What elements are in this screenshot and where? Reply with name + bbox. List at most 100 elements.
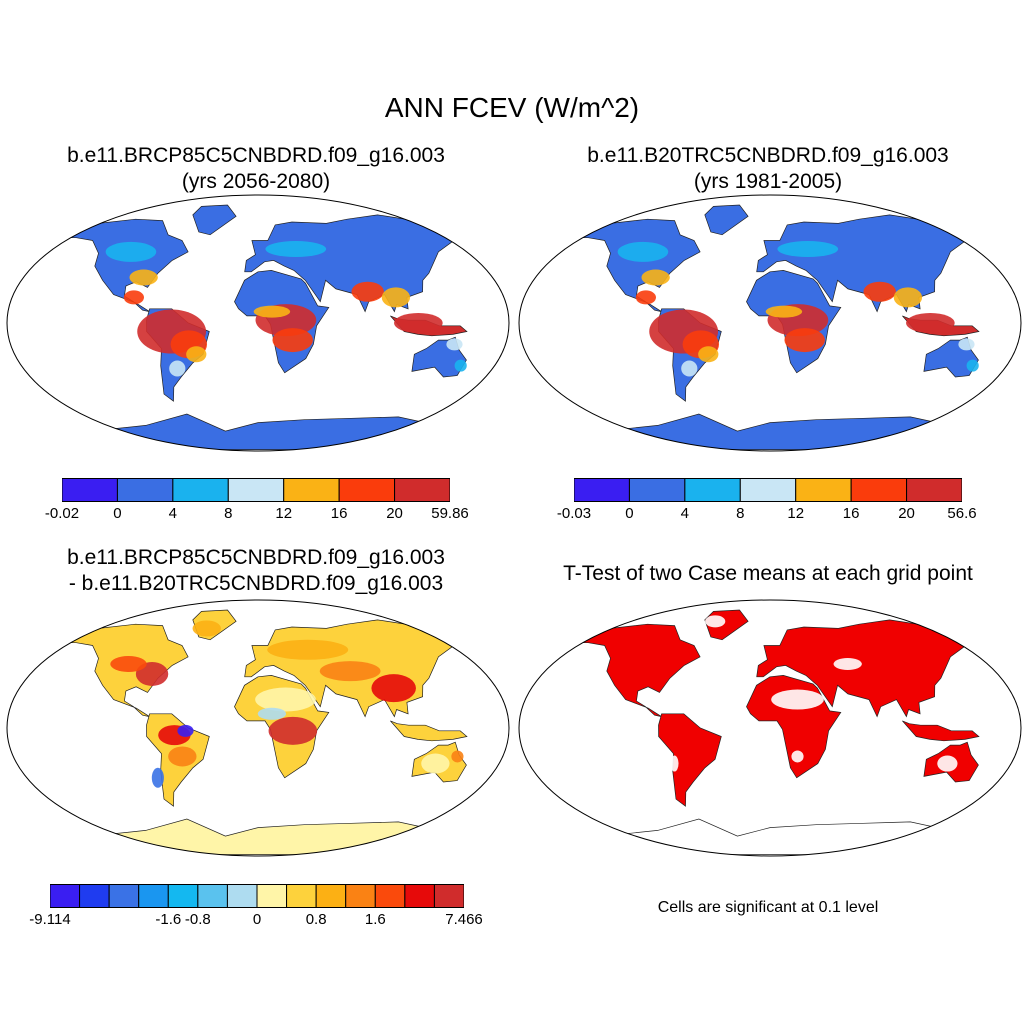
value-region bbox=[177, 724, 194, 737]
colorbar-tick-label: 0 bbox=[625, 505, 634, 522]
colorbar-tick-label: 0.8 bbox=[305, 911, 327, 928]
value-region bbox=[381, 287, 411, 308]
colorbar-swatch bbox=[315, 884, 347, 908]
colorbar-swatch bbox=[283, 478, 340, 502]
colorbar-swatch bbox=[49, 884, 81, 908]
colorbar-swatch bbox=[374, 884, 406, 908]
map-panel-historical bbox=[518, 194, 1022, 452]
map-border bbox=[6, 599, 510, 857]
value-region bbox=[784, 328, 825, 353]
value-region bbox=[454, 359, 467, 372]
colorbar-swatch bbox=[394, 478, 451, 502]
land-greenland bbox=[192, 204, 237, 236]
colorbar-tick-label: -0.8 bbox=[184, 911, 211, 928]
value-region bbox=[635, 290, 657, 305]
colorbar-tick-label: 0 bbox=[252, 911, 262, 928]
value-region bbox=[893, 287, 923, 308]
colorbar-tick-label: 12 bbox=[275, 505, 293, 522]
panel3-title-line1: b.e11.BRCP85C5CNBDRD.f09_g16.003 bbox=[67, 546, 445, 569]
colorbar-tick-label: 4 bbox=[680, 505, 690, 522]
value-region bbox=[371, 674, 416, 703]
land-north-america bbox=[569, 218, 701, 312]
map-panel-future bbox=[6, 194, 510, 452]
value-region bbox=[123, 290, 145, 305]
colorbar-3-labels: -9.114 -1.6 -0.8 0 0.8 1.6 7.466 bbox=[29, 911, 482, 931]
colorbar-swatch bbox=[850, 478, 908, 502]
colorbar-swatch bbox=[108, 884, 140, 908]
colorbar-swatch bbox=[345, 884, 376, 908]
value-region bbox=[451, 750, 464, 763]
land-eurasia bbox=[756, 214, 985, 313]
panel1-title-line1: b.e11.BRCP85C5CNBDRD.f09_g16.003 bbox=[67, 144, 445, 167]
value-region bbox=[169, 360, 186, 377]
value-region bbox=[771, 689, 824, 710]
colorbar-swatch bbox=[197, 884, 228, 908]
value-region bbox=[863, 281, 896, 302]
land-indonesia bbox=[390, 720, 468, 742]
colorbar-swatch bbox=[286, 884, 317, 908]
colorbar-swatch bbox=[226, 884, 258, 908]
panel3-title: b.e11.BRCP85C5CNBDRD.f09_g16.003 - b.e11… bbox=[0, 545, 512, 597]
value-region bbox=[394, 313, 443, 333]
map-border bbox=[518, 194, 1022, 452]
land-eurasia bbox=[756, 619, 985, 718]
colorbar-tick-label: -1.6 bbox=[155, 911, 182, 928]
map-panel-ttest bbox=[518, 599, 1022, 857]
colorbar-swatch bbox=[172, 478, 229, 502]
value-region bbox=[110, 656, 147, 672]
colorbar-tick-label: 4 bbox=[168, 505, 178, 522]
value-region bbox=[319, 661, 381, 682]
value-region bbox=[253, 305, 291, 318]
value-region bbox=[966, 359, 979, 372]
colorbar-tick-label: 20 bbox=[386, 505, 403, 522]
colorbar-1-labels: -0.02 0 4 8 12 16 20 59.86 bbox=[45, 505, 469, 525]
land-north-america bbox=[569, 623, 701, 717]
colorbar-swatch bbox=[227, 478, 285, 502]
colorbar-tick-label: 20 bbox=[898, 505, 915, 522]
colorbar-swatch bbox=[433, 884, 465, 908]
value-region bbox=[777, 241, 839, 258]
value-region bbox=[937, 755, 958, 772]
colorbar-1-swatches bbox=[61, 478, 451, 502]
land-eurasia bbox=[244, 214, 473, 313]
value-region bbox=[833, 658, 862, 670]
value-region bbox=[129, 269, 158, 286]
panel4-title: T-Test of two Case means at each grid po… bbox=[563, 562, 973, 585]
colorbar-tick-label: -0.03 bbox=[556, 505, 592, 522]
value-region bbox=[906, 313, 955, 333]
colorbar-swatch bbox=[338, 478, 396, 502]
panel1-title-line2: (yrs 2056-2080) bbox=[181, 170, 331, 193]
colorbar-tick-label: 16 bbox=[842, 505, 860, 522]
panel1-title: b.e11.BRCP85C5CNBDRD.f09_g16.003 (yrs 20… bbox=[0, 143, 512, 195]
colorbar-swatch bbox=[684, 478, 741, 502]
value-region bbox=[681, 360, 698, 377]
colorbar-swatch bbox=[795, 478, 852, 502]
colorbar-swatch bbox=[404, 884, 435, 908]
colorbar-tick-label: -0.02 bbox=[44, 505, 80, 522]
value-region bbox=[255, 687, 316, 712]
colorbar-swatch bbox=[138, 884, 169, 908]
colorbar-tick-label: 59.86 bbox=[431, 505, 469, 522]
colorbar-swatch bbox=[906, 478, 963, 502]
colorbar-tick-label: 8 bbox=[224, 505, 233, 522]
colorbar-tick-label: -9.114 bbox=[29, 911, 71, 928]
land-antarctica bbox=[54, 413, 462, 450]
map-border bbox=[518, 599, 1022, 857]
value-region bbox=[268, 716, 318, 745]
colorbar-3-swatches bbox=[49, 884, 465, 908]
value-region bbox=[421, 753, 450, 774]
colorbar-tick-label: 16 bbox=[330, 505, 348, 522]
value-region bbox=[272, 328, 313, 353]
value-region bbox=[446, 338, 463, 351]
colorbar-swatch bbox=[116, 478, 174, 502]
value-region bbox=[265, 241, 327, 258]
value-region bbox=[105, 241, 157, 262]
colorbar-tick-label: 0 bbox=[113, 505, 122, 522]
value-region bbox=[151, 767, 164, 788]
panel2-title: b.e11.B20TRC5CNBDRD.f09_g16.003 (yrs 198… bbox=[512, 143, 1024, 195]
colorbar-swatch bbox=[79, 884, 110, 908]
value-region bbox=[617, 241, 669, 262]
panel2-title-line2: (yrs 1981-2005) bbox=[693, 170, 843, 193]
colorbar-2: -0.03 0 4 8 12 16 20 56.6 bbox=[557, 478, 977, 528]
land-antarctica bbox=[566, 818, 974, 855]
